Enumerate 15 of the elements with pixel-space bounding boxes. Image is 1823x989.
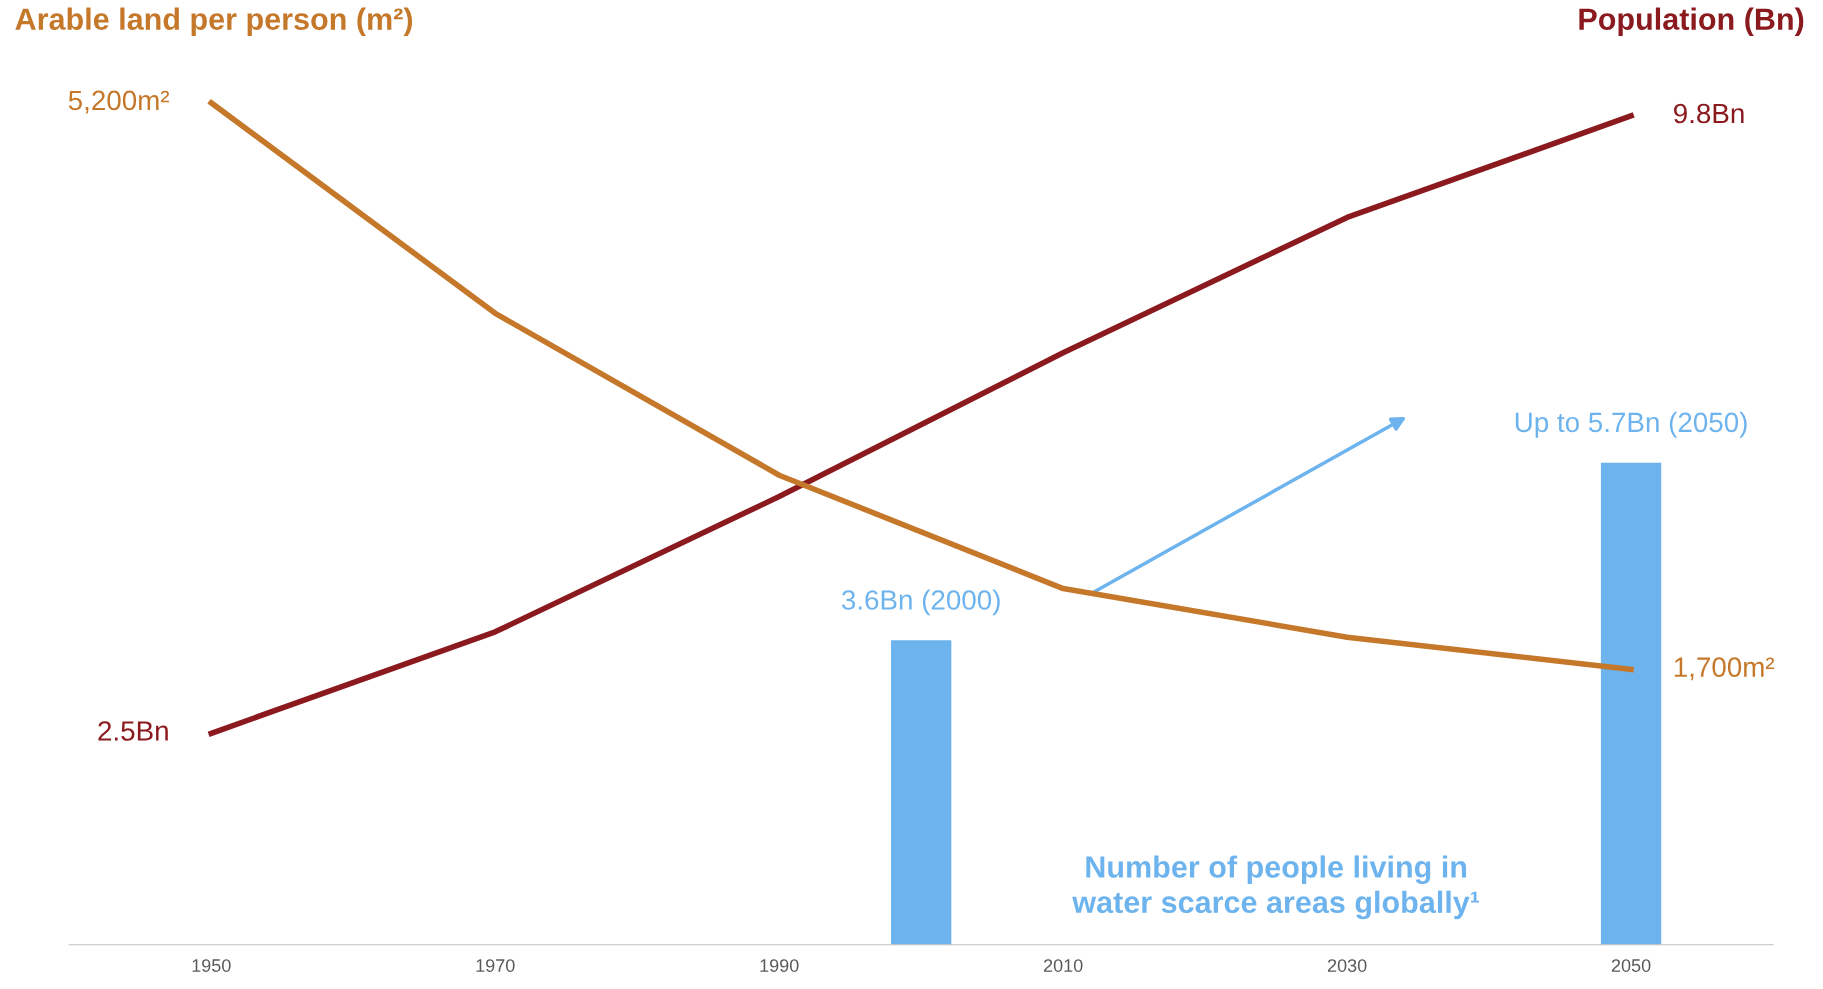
x-tick-label: 2050 (1611, 959, 1651, 972)
x-tick-label: 1950 (192, 959, 231, 972)
y-axis-title: Arable land per person (m²) (15, 7, 413, 36)
data-label: Up to 5.7Bn (2050) (1515, 411, 1747, 438)
data-label: 3.6Bn (2000) (841, 589, 1000, 616)
x-tick-label: 1970 (476, 959, 515, 972)
data-label: 2.5Bn (98, 721, 168, 741)
text: Number of people living in water scarce areas globally¹ (1072, 855, 1479, 920)
x-tick-label: 2010 (1043, 959, 1083, 972)
x-tick-label: 2030 (1327, 959, 1367, 972)
x-tick-label: 1990 (760, 959, 799, 972)
data-label: 1,700m² (1674, 657, 1775, 681)
y2-axis-title: Population (Bn) (1579, 7, 1804, 36)
data-label: 9.8Bn (1674, 103, 1744, 124)
data-label: 5,200m² (68, 90, 170, 114)
